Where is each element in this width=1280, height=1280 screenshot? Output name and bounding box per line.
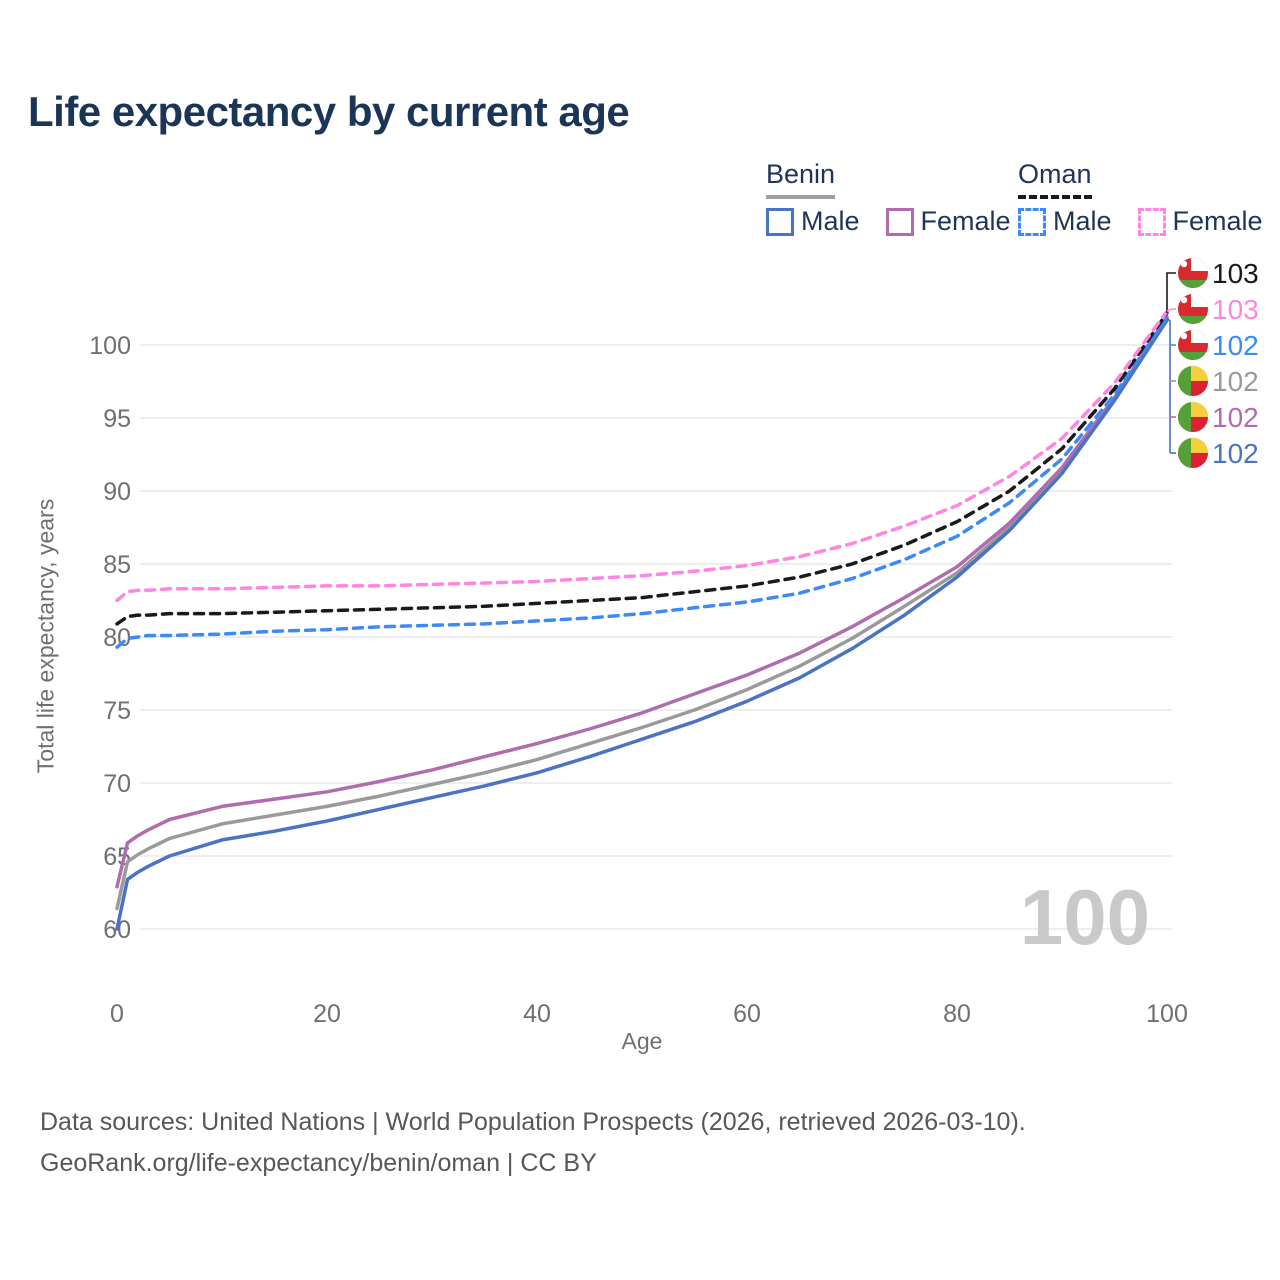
end-label-row[interactable]: 102 bbox=[1177, 365, 1259, 397]
end-value-label: 102 bbox=[1212, 402, 1259, 433]
leader-line bbox=[1166, 317, 1171, 453]
end-label-row[interactable]: 102 bbox=[1177, 401, 1259, 433]
oman-female-swatch-icon bbox=[1137, 207, 1166, 236]
chart-title: Life expectancy by current age bbox=[28, 88, 630, 135]
y-tick-label: 90 bbox=[103, 478, 131, 506]
oman-male-swatch-icon bbox=[1018, 207, 1046, 236]
y-tick-label: 85 bbox=[103, 551, 131, 579]
legend-label-oman-male: Male bbox=[1053, 206, 1112, 237]
flag-outline bbox=[1177, 401, 1209, 433]
legend-item-benin-male[interactable]: Male bbox=[766, 206, 860, 237]
end-value-label: 103 bbox=[1212, 294, 1259, 325]
legend-label-oman-female: Female bbox=[1172, 206, 1263, 237]
footer-sources: Data sources: United Nations | World Pop… bbox=[40, 1108, 1026, 1136]
legend-group-oman: Oman Male Female bbox=[1018, 159, 1263, 237]
y-tick-label: 75 bbox=[103, 697, 131, 725]
x-tick-label: 0 bbox=[110, 1000, 124, 1028]
end-label-row[interactable]: 103 bbox=[1177, 257, 1259, 289]
series-benin-male-line[interactable] bbox=[115, 318, 1169, 931]
y-tick-label: 70 bbox=[103, 770, 131, 798]
x-tick-label: 80 bbox=[943, 1000, 971, 1028]
series-oman-female-line[interactable] bbox=[115, 309, 1169, 603]
benin-male-swatch-icon bbox=[766, 207, 794, 236]
leader-line bbox=[1166, 308, 1176, 312]
leader-line bbox=[1166, 272, 1176, 313]
legend-item-benin-female[interactable]: Female bbox=[885, 206, 1011, 237]
benin-female-swatch-icon bbox=[885, 207, 914, 236]
oman-flag-icon bbox=[1178, 294, 1208, 324]
end-value-label: 102 bbox=[1212, 366, 1259, 397]
legend-country-benin[interactable]: Benin bbox=[766, 159, 836, 199]
end-value-label: 102 bbox=[1212, 438, 1259, 469]
age-counter-watermark: 100 bbox=[1020, 873, 1150, 961]
y-tick-label: 95 bbox=[103, 405, 131, 433]
x-tick-label: 100 bbox=[1146, 1000, 1188, 1028]
end-label-row[interactable]: 103 bbox=[1177, 293, 1259, 325]
chart-legend: Benin Male Female Oman Male bbox=[0, 159, 1280, 240]
benin-flag-icon bbox=[1178, 438, 1208, 468]
y-tick-label: 100 bbox=[89, 332, 131, 360]
series-benin-female-line[interactable] bbox=[115, 315, 1169, 889]
flag-outline bbox=[1177, 329, 1209, 361]
series-oman-male-line[interactable] bbox=[115, 315, 1169, 649]
legend-group-benin: Benin Male Female bbox=[766, 159, 1011, 237]
legend-label-benin-female: Female bbox=[920, 206, 1011, 237]
legend-item-oman-male[interactable]: Male bbox=[1018, 206, 1112, 237]
legend-label-benin-male: Male bbox=[801, 206, 860, 237]
flag-outline bbox=[1177, 293, 1209, 325]
x-tick-label: 60 bbox=[733, 1000, 761, 1028]
end-value-label: 102 bbox=[1212, 330, 1259, 361]
series-benin-total-line[interactable] bbox=[115, 316, 1169, 911]
footer: Data sources: United Nations | World Pop… bbox=[40, 1102, 1026, 1184]
legend-item-oman-female[interactable]: Female bbox=[1137, 206, 1263, 237]
flag-outline bbox=[1177, 437, 1209, 469]
flag-outline bbox=[1177, 257, 1209, 289]
x-tick-label: 20 bbox=[313, 1000, 341, 1028]
flag-outline bbox=[1177, 365, 1209, 397]
series-oman-total-line[interactable] bbox=[115, 311, 1169, 626]
x-axis-title: Age bbox=[621, 1028, 663, 1054]
x-tick-label: 40 bbox=[523, 1000, 551, 1028]
end-label-row[interactable]: 102 bbox=[1177, 437, 1259, 469]
end-label-row[interactable]: 102 bbox=[1177, 329, 1259, 361]
end-value-label: 103 bbox=[1212, 258, 1259, 289]
benin-flag-icon bbox=[1178, 402, 1208, 432]
footer-url: GeoRank.org/life-expectancy/benin/oman |… bbox=[40, 1149, 597, 1177]
oman-flag-icon bbox=[1178, 258, 1208, 288]
benin-flag-icon bbox=[1178, 366, 1208, 396]
legend-country-oman[interactable]: Oman bbox=[1018, 159, 1092, 199]
